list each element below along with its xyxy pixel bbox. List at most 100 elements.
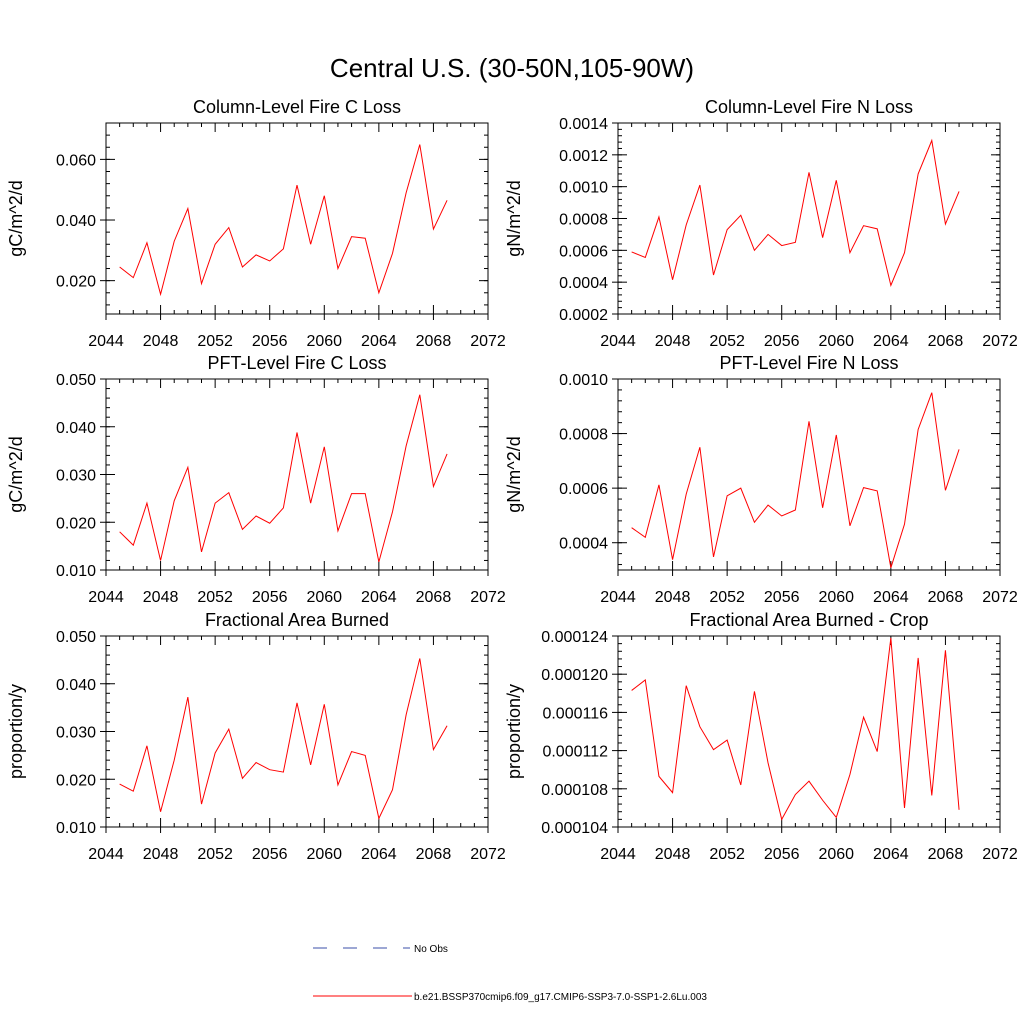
x-tick-label: 2060 xyxy=(306,589,342,606)
x-tick-label: 2064 xyxy=(361,333,397,350)
y-tick-label: 0.020 xyxy=(56,515,96,532)
series-line xyxy=(631,637,960,821)
y-axis-label: proportion/y xyxy=(504,684,524,779)
panel-title: Column-Level Fire N Loss xyxy=(705,97,913,117)
panel-3: 2044 2048 2052 2056 2060 2064 2068 2072 0.010 0.0… xyxy=(6,353,506,606)
y-tick-label: 0.050 xyxy=(56,372,96,389)
y-tick-label: 0.0006 xyxy=(559,481,608,498)
x-tick-label: 2068 xyxy=(928,846,964,863)
y-tick-label: 0.0002 xyxy=(559,307,608,324)
y-tick-label: 0.020 xyxy=(56,274,96,291)
x-tick-label: 2044 xyxy=(600,589,636,606)
x-tick-label: 2056 xyxy=(764,589,800,606)
y-tick-label: 0.0004 xyxy=(559,275,608,292)
y-axis-label: proportion/y xyxy=(6,684,26,779)
panel-6: 2044 2048 2052 2056 2060 2064 2068 2072 0.000104… xyxy=(504,610,1018,863)
x-tick-label: 2052 xyxy=(709,846,745,863)
x-tick-label: 2052 xyxy=(197,589,233,606)
x-tick-label: 2052 xyxy=(197,846,233,863)
y-tick-label: 0.050 xyxy=(56,629,96,646)
x-tick-label: 2044 xyxy=(88,846,124,863)
series-line xyxy=(119,144,448,297)
y-tick-label: 0.0004 xyxy=(559,536,608,553)
series-line xyxy=(119,394,448,563)
x-tick-label: 2064 xyxy=(873,589,909,606)
x-tick-label: 2060 xyxy=(818,589,854,606)
x-tick-label: 2048 xyxy=(143,846,179,863)
y-tick-label: 0.040 xyxy=(56,677,96,694)
x-tick-label: 2056 xyxy=(764,333,800,350)
x-tick-label: 2048 xyxy=(143,589,179,606)
panel-4: 2044 2048 2052 2056 2060 2064 2068 2072 0.0004 0.… xyxy=(504,353,1018,606)
x-tick-label: 2048 xyxy=(655,846,691,863)
figure-title: Central U.S. (30-50N,105-90W) xyxy=(330,53,694,83)
y-tick-label: 0.030 xyxy=(56,468,96,485)
x-tick-label: 2060 xyxy=(818,846,854,863)
legend-obs-label: No Obs xyxy=(414,944,448,955)
x-tick-label: 2056 xyxy=(252,333,288,350)
x-tick-label: 2068 xyxy=(416,846,452,863)
x-tick-label: 2068 xyxy=(416,333,452,350)
x-tick-label: 2072 xyxy=(470,333,506,350)
x-tick-label: 2068 xyxy=(928,589,964,606)
y-tick-label: 0.0014 xyxy=(559,116,608,133)
y-tick-label: 0.040 xyxy=(56,420,96,437)
x-tick-label: 2044 xyxy=(88,589,124,606)
x-tick-label: 2064 xyxy=(361,846,397,863)
y-axis-label: gN/m^2/d xyxy=(504,180,524,256)
x-tick-label: 2068 xyxy=(928,333,964,350)
x-tick-label: 2048 xyxy=(655,333,691,350)
panel-title: Fractional Area Burned - Crop xyxy=(689,610,928,630)
plot-frame xyxy=(617,122,1001,315)
x-tick-label: 2072 xyxy=(470,846,506,863)
x-tick-label: 2044 xyxy=(88,333,124,350)
panel-title: PFT-Level Fire C Loss xyxy=(207,353,386,373)
y-tick-label: 0.0006 xyxy=(559,243,608,260)
panel-title: Column-Level Fire C Loss xyxy=(193,97,401,117)
x-tick-label: 2056 xyxy=(764,846,800,863)
y-tick-label: 0.0012 xyxy=(559,148,608,165)
y-tick-label: 0.000112 xyxy=(542,744,608,761)
series-line xyxy=(119,658,448,820)
y-tick-label: 0.0008 xyxy=(559,427,608,444)
panels: 2044 2048 2052 2056 2060 2064 2068 2072 0.020 0.0… xyxy=(6,97,1018,863)
x-tick-label: 2056 xyxy=(252,846,288,863)
y-tick-label: 0.010 xyxy=(56,820,96,837)
panel-5: 2044 2048 2052 2056 2060 2064 2068 2072 0.010 0.0… xyxy=(6,610,506,863)
x-tick-label: 2072 xyxy=(982,333,1018,350)
x-tick-label: 2064 xyxy=(873,846,909,863)
series-line xyxy=(631,392,960,568)
x-tick-label: 2072 xyxy=(982,589,1018,606)
y-tick-label: 0.0008 xyxy=(559,212,608,229)
y-tick-label: 0.010 xyxy=(56,563,96,580)
x-tick-label: 2052 xyxy=(709,589,745,606)
y-axis-label: gN/m^2/d xyxy=(504,436,524,512)
panel-1: 2044 2048 2052 2056 2060 2064 2068 2072 0.020 0.0… xyxy=(6,97,506,350)
y-tick-label: 0.0010 xyxy=(559,372,608,389)
y-tick-label: 0.030 xyxy=(56,725,96,742)
legend: No Obs b.e21.BSSP370cmip6.f09_g17.CMIP6-… xyxy=(313,944,707,1003)
series-line xyxy=(631,138,960,287)
x-tick-label: 2048 xyxy=(655,589,691,606)
x-tick-label: 2060 xyxy=(818,333,854,350)
y-tick-label: 0.000104 xyxy=(541,820,608,837)
panel-title: PFT-Level Fire N Loss xyxy=(719,353,898,373)
y-axis-label: gC/m^2/d xyxy=(6,180,26,256)
x-tick-label: 2060 xyxy=(306,333,342,350)
x-tick-label: 2044 xyxy=(600,333,636,350)
plot-frame xyxy=(105,378,489,571)
y-tick-label: 0.000116 xyxy=(542,705,608,722)
y-tick-label: 0.060 xyxy=(56,152,96,169)
y-tick-label: 0.000108 xyxy=(541,782,608,799)
y-tick-label: 0.020 xyxy=(56,772,96,789)
y-tick-label: 0.000120 xyxy=(541,667,608,684)
y-tick-label: 0.0010 xyxy=(559,180,608,197)
x-tick-label: 2052 xyxy=(709,333,745,350)
x-tick-label: 2052 xyxy=(197,333,233,350)
x-tick-label: 2072 xyxy=(982,846,1018,863)
plot-frame xyxy=(617,378,1001,571)
x-tick-label: 2064 xyxy=(361,589,397,606)
legend-model-label: b.e21.BSSP370cmip6.f09_g17.CMIP6-SSP3-7.… xyxy=(414,992,707,1003)
x-tick-label: 2068 xyxy=(416,589,452,606)
